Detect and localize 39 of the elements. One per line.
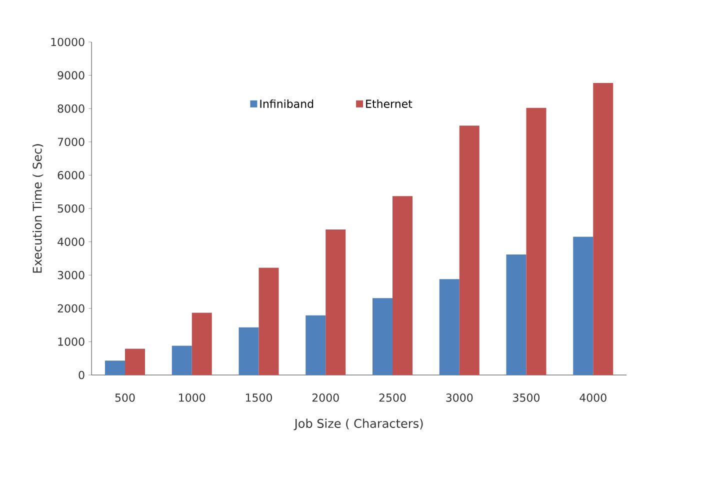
x-axis-title: Job Size ( Characters) <box>294 418 423 430</box>
bar <box>125 348 145 375</box>
bar <box>439 279 460 375</box>
x-tick-label: 1000 <box>179 394 206 402</box>
bar <box>459 126 480 375</box>
x-tick-label: 3000 <box>446 394 473 402</box>
bar <box>593 82 614 375</box>
bar <box>392 196 412 375</box>
bar <box>526 108 546 375</box>
bar <box>172 346 192 375</box>
bar <box>372 298 392 375</box>
y-tick-label: 3000 <box>58 270 84 280</box>
bar <box>306 315 326 375</box>
bar <box>258 268 279 375</box>
x-tick-label: 2500 <box>379 394 406 402</box>
y-tick-label: 0 <box>78 370 84 380</box>
y-tick-label: 10000 <box>51 38 84 46</box>
y-tick-label: 2000 <box>58 304 84 313</box>
x-tick-label: 2000 <box>312 394 339 402</box>
y-tick-label: 6000 <box>58 171 84 180</box>
bar <box>506 254 526 375</box>
bar <box>238 327 259 375</box>
y-tick-label: 1000 <box>58 338 84 346</box>
bar <box>326 229 346 375</box>
x-tick-label: 500 <box>115 394 135 402</box>
y-axis-title: Execution Time ( Sec) <box>32 144 44 273</box>
bar <box>105 360 125 375</box>
legend-label: Ethernet <box>366 99 412 108</box>
x-tick-label: 4000 <box>580 394 606 402</box>
y-tick-label: 7000 <box>58 138 84 146</box>
bar <box>192 312 212 375</box>
y-tick-label: 8000 <box>58 104 84 113</box>
x-tick-label: 1500 <box>246 394 272 402</box>
y-tick-label: 9000 <box>58 71 84 80</box>
y-tick-label: 5000 <box>58 204 84 213</box>
y-tick-label: 4000 <box>58 238 84 246</box>
legend-label: Infiniband <box>260 99 314 108</box>
x-tick-label: 3500 <box>513 394 540 402</box>
bar <box>573 236 594 375</box>
